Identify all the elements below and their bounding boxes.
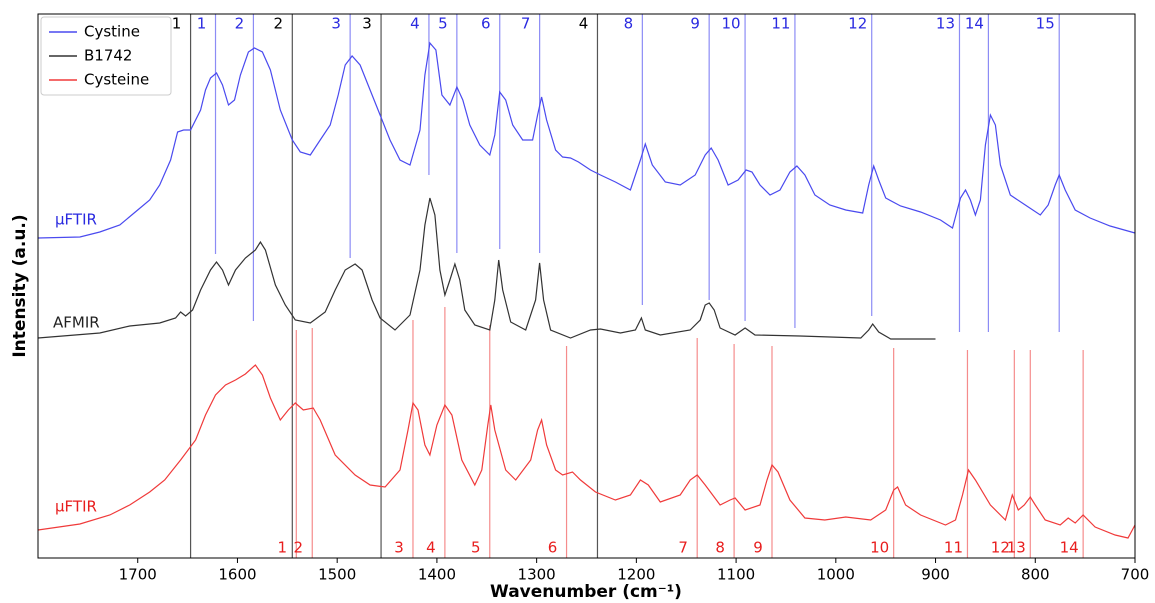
peak-label: 6 — [548, 539, 558, 557]
peak-label: 9 — [753, 539, 763, 557]
peak-label: 14 — [1060, 539, 1079, 557]
peak-label: 5 — [471, 539, 481, 557]
legend-label: Cysteine — [84, 71, 149, 89]
peak-label: 10 — [870, 539, 889, 557]
peak-label: 2 — [274, 15, 284, 33]
peak-label: 1 — [172, 15, 182, 33]
x-tick-label: 700 — [1121, 566, 1150, 584]
peak-label: 7 — [678, 539, 688, 557]
x-tick-label: 1600 — [218, 566, 256, 584]
peak-label: 1 — [278, 539, 288, 557]
spectrum-label: AFMIR — [53, 314, 100, 332]
peak-label: 7 — [521, 15, 531, 33]
x-tick-label: 800 — [1021, 566, 1050, 584]
peak-label: 14 — [965, 15, 984, 33]
peak-label: 3 — [362, 15, 372, 33]
legend-label: Cystine — [84, 23, 140, 41]
spectrum-line — [37, 364, 1136, 539]
peak-label: 12 — [848, 15, 867, 33]
peak-label: 11 — [771, 15, 790, 33]
peak-label: 11 — [944, 539, 963, 557]
x-tick-label: 1300 — [518, 566, 556, 584]
peak-label: 9 — [690, 15, 700, 33]
y-axis-title: Intensity (a.u.) — [10, 214, 30, 357]
peak-label: 1 — [197, 15, 207, 33]
peak-label: 13 — [936, 15, 955, 33]
peak-label: 8 — [715, 539, 725, 557]
peak-label: 10 — [722, 15, 741, 33]
peak-label: 5 — [438, 15, 448, 33]
peak-label: 3 — [331, 15, 341, 33]
peak-label: 6 — [481, 15, 491, 33]
legend-label: B1742 — [84, 47, 132, 65]
spectrum-line — [37, 197, 936, 340]
x-tick-label: 1200 — [617, 566, 655, 584]
peak-label: 4 — [410, 15, 420, 33]
peak-label: 4 — [579, 15, 589, 33]
spectrum-label: µFTIR — [55, 211, 97, 229]
x-tick-label: 1400 — [418, 566, 456, 584]
peak-label: 4 — [426, 539, 436, 557]
peak-label: 13 — [1007, 539, 1026, 557]
x-tick-label: 1700 — [119, 566, 157, 584]
peak-label: 12 — [991, 539, 1010, 557]
legend-box — [40, 16, 172, 96]
spectrum-line — [37, 41, 1136, 239]
x-axis-title: Wavenumber (cm⁻¹) — [490, 582, 682, 602]
peak-label: 3 — [394, 539, 404, 557]
x-tick-label: 1100 — [717, 566, 755, 584]
peak-label: 8 — [624, 15, 634, 33]
x-tick-label: 900 — [921, 566, 950, 584]
x-tick-label: 1500 — [318, 566, 356, 584]
spectrum-label: µFTIR — [55, 498, 97, 516]
peak-label: 15 — [1036, 15, 1055, 33]
peak-label: 2 — [293, 539, 303, 557]
peak-label: 2 — [235, 15, 245, 33]
plot-frame — [37, 13, 1136, 559]
x-tick-label: 1000 — [817, 566, 855, 584]
